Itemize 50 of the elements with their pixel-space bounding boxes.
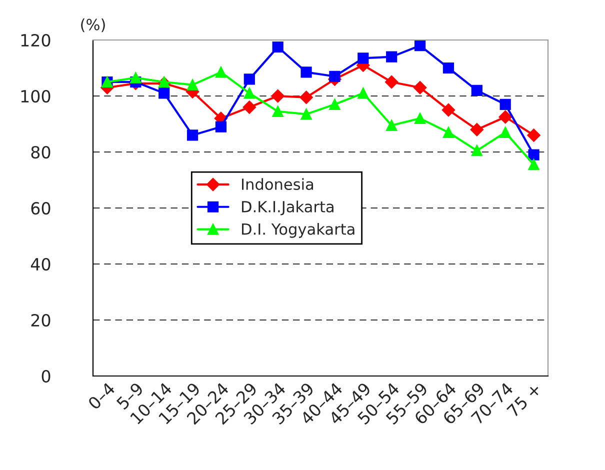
point	[158, 88, 170, 99]
point	[272, 106, 284, 117]
x-tick-label: 0–4	[87, 382, 116, 410]
point	[414, 40, 426, 52]
y-tick-label: 20	[31, 314, 50, 327]
y-tick-label: 80	[31, 146, 50, 159]
point	[215, 121, 227, 132]
point	[158, 76, 170, 88]
point	[300, 108, 312, 120]
y-tick-label: 60	[31, 202, 50, 215]
y-tick-label: 40	[30, 258, 50, 271]
point	[358, 52, 369, 64]
point	[471, 145, 482, 156]
point	[329, 98, 340, 110]
point	[528, 149, 540, 160]
point	[300, 66, 312, 78]
point	[186, 79, 198, 90]
point	[272, 41, 284, 53]
point	[413, 81, 427, 94]
y-axis-title: (%)	[81, 18, 105, 32]
legend-label: D.K.I.Jakarta	[242, 200, 334, 216]
point	[242, 100, 256, 114]
point	[442, 62, 454, 74]
point	[442, 103, 456, 117]
point	[385, 75, 398, 89]
point	[300, 90, 313, 104]
point	[500, 126, 511, 138]
legend-label: D.I. Yogyakarta	[242, 223, 354, 238]
point	[414, 112, 426, 124]
point	[244, 74, 255, 85]
point	[470, 123, 484, 136]
point	[271, 89, 284, 103]
point	[527, 128, 540, 142]
point	[358, 88, 369, 99]
point	[471, 84, 482, 96]
point	[498, 110, 512, 124]
y-tick-label: 0	[42, 370, 50, 383]
point	[186, 130, 198, 141]
point	[329, 70, 340, 82]
point	[500, 98, 511, 110]
legend-label: Indonesia	[242, 178, 314, 190]
point	[442, 126, 454, 138]
point	[215, 66, 227, 78]
point	[528, 159, 540, 170]
point	[386, 51, 398, 62]
point	[130, 72, 142, 84]
point	[386, 120, 398, 131]
point	[244, 88, 255, 99]
y-tick-label: 120	[21, 34, 50, 47]
y-tick-label: 100	[21, 90, 50, 103]
